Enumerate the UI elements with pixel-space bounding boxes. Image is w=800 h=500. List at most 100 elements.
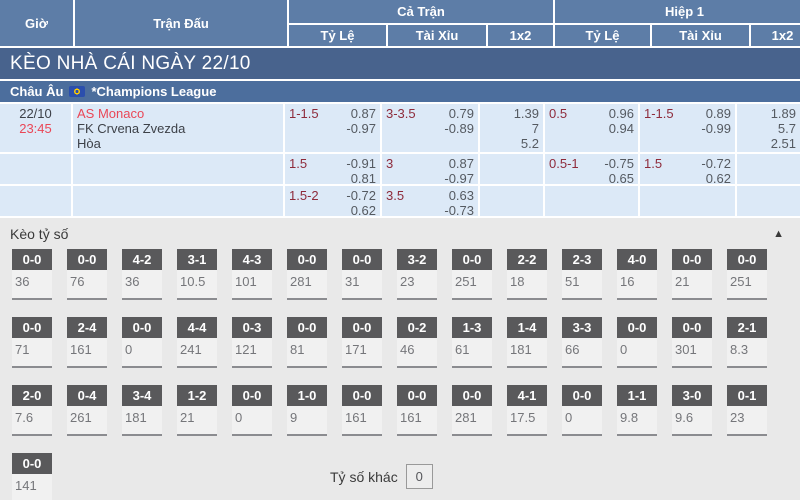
score-button[interactable]: 0-0 xyxy=(342,249,382,270)
score-button[interactable]: 0-2 xyxy=(397,317,437,338)
score-cell: 1-3 61 xyxy=(452,317,492,368)
odds-value: -0.75 xyxy=(604,156,634,171)
draw-label: Hòa xyxy=(77,136,101,151)
score-button[interactable]: 0-0 xyxy=(12,317,52,338)
handicap-line: 1-1.5 xyxy=(644,106,674,121)
score-cell: 3-2 23 xyxy=(397,249,437,300)
score-button[interactable]: 0-0 xyxy=(67,249,107,270)
score-button[interactable]: 1-0 xyxy=(287,385,327,406)
score-button[interactable]: 1-2 xyxy=(177,385,217,406)
score-button[interactable]: 0-1 xyxy=(727,385,767,406)
h1-1x2-cell[interactable] xyxy=(737,154,800,184)
h1-1x2-cell[interactable] xyxy=(737,186,800,216)
score-button[interactable]: 0-0 xyxy=(12,249,52,270)
score-button[interactable]: 2-1 xyxy=(727,317,767,338)
score-button[interactable]: 0-0 xyxy=(452,249,492,270)
odds-value: 0.81 xyxy=(350,171,376,184)
home-team[interactable]: AS Monaco xyxy=(77,106,145,121)
chevron-up-icon[interactable]: ▲ xyxy=(773,228,784,240)
score-button[interactable]: 3-3 xyxy=(562,317,602,338)
ft-over-under-cell[interactable]: 3.5 0.63 -0.73 xyxy=(382,186,480,216)
score-button[interactable]: 0-0 xyxy=(672,249,712,270)
score-cell: 3-4 181 xyxy=(122,385,162,436)
other-score-label: Tỷ số khác xyxy=(330,468,398,485)
score-row: 0-0 71 2-4 161 0-0 0 4-4 241 0-3 121 0-0 81 0-0 171 0-… xyxy=(0,317,800,368)
h1-over-under-cell[interactable] xyxy=(640,186,737,216)
score-odds: 0 xyxy=(617,338,657,368)
score-button[interactable]: 1-4 xyxy=(507,317,547,338)
score-odds: 0 xyxy=(232,406,272,436)
score-row: 2-0 7.6 0-4 261 3-4 181 1-2 21 0-0 0 1-0 9 0-0 161 0-0… xyxy=(0,385,800,436)
score-button[interactable]: 3-2 xyxy=(397,249,437,270)
ft-handicap-cell[interactable]: 1-1.5 0.87 -0.97 xyxy=(285,104,382,152)
score-button[interactable]: 0-3 xyxy=(232,317,272,338)
score-button[interactable]: 0-0 xyxy=(617,317,657,338)
score-button[interactable]: 4-4 xyxy=(177,317,217,338)
score-button[interactable]: 0-0 xyxy=(562,385,602,406)
score-cell: 4-0 16 xyxy=(617,249,657,300)
score-button[interactable]: 1-1 xyxy=(617,385,657,406)
score-button[interactable]: 0-0 xyxy=(287,317,327,338)
score-button[interactable]: 0-0 xyxy=(397,385,437,406)
score-button[interactable]: 0-0 xyxy=(672,317,712,338)
ft-1x2-cell[interactable]: 1.39 7 5.2 xyxy=(480,104,545,152)
score-button[interactable]: 2-2 xyxy=(507,249,547,270)
score-section-title: Kèo tỷ số xyxy=(10,226,69,242)
score-button[interactable]: 1-3 xyxy=(452,317,492,338)
match-date: 22/10 xyxy=(19,106,52,121)
league-name[interactable]: *Champions League xyxy=(91,84,217,99)
score-button[interactable]: 0-4 xyxy=(67,385,107,406)
odds-value: -0.72 xyxy=(346,188,376,203)
away-team[interactable]: FK Crvena Zvezda xyxy=(77,121,186,136)
score-odds: 10.5 xyxy=(177,270,217,300)
score-button[interactable]: 2-4 xyxy=(67,317,107,338)
odds-value: 0.89 xyxy=(705,106,731,121)
score-button[interactable]: 4-1 xyxy=(507,385,547,406)
score-odds: 31 xyxy=(342,270,382,300)
score-odds: 21 xyxy=(672,270,712,300)
score-button[interactable]: 0-0 xyxy=(232,385,272,406)
score-button[interactable]: 4-0 xyxy=(617,249,657,270)
odds-value: 1.39 xyxy=(513,106,539,121)
score-cell: 2-2 18 xyxy=(507,249,547,300)
score-button[interactable]: 4-3 xyxy=(232,249,272,270)
h1-handicap-cell[interactable]: 0.5-1 -0.75 0.65 xyxy=(545,154,640,184)
score-cell: 0-0 0 xyxy=(617,317,657,368)
score-button[interactable]: 0-0 xyxy=(287,249,327,270)
other-score-input[interactable]: 0 xyxy=(405,464,433,489)
h1-1x2-cell[interactable]: 1.89 5.7 2.51 xyxy=(737,104,800,152)
score-button[interactable]: 0-0 xyxy=(452,385,492,406)
score-button[interactable]: 2-0 xyxy=(12,385,52,406)
ft-over-under-cell[interactable]: 3-3.5 0.79 -0.89 xyxy=(382,104,480,152)
column-header-ft-1x2: 1x2 xyxy=(488,25,553,46)
ft-1x2-cell[interactable] xyxy=(480,186,545,216)
score-button[interactable]: 0-0 xyxy=(342,317,382,338)
score-button[interactable]: 0-0 xyxy=(122,317,162,338)
ft-handicap-cell[interactable]: 1.5 -0.91 0.81 xyxy=(285,154,382,184)
h1-over-under-cell[interactable]: 1.5 -0.72 0.62 xyxy=(640,154,737,184)
odds-row: 1.5-2 -0.72 0.62 3.5 0.63 -0.73 xyxy=(0,186,800,216)
score-button[interactable]: 0-0 xyxy=(12,453,52,474)
h1-handicap-cell[interactable] xyxy=(545,186,640,216)
score-cell: 0-0 0 xyxy=(562,385,602,436)
h1-over-under-cell[interactable]: 1-1.5 0.89 -0.99 xyxy=(640,104,737,152)
score-button[interactable]: 2-3 xyxy=(562,249,602,270)
score-button[interactable]: 0-0 xyxy=(727,249,767,270)
ft-1x2-cell[interactable] xyxy=(480,154,545,184)
score-button[interactable]: 0-0 xyxy=(342,385,382,406)
score-odds: 66 xyxy=(562,338,602,368)
score-odds: 23 xyxy=(397,270,437,300)
score-button[interactable]: 3-4 xyxy=(122,385,162,406)
odds-row: 1.5 -0.91 0.81 3 0.87 -0.97 0.5-1 -0.75 0.65 1.5 -… xyxy=(0,154,800,184)
score-button[interactable]: 3-0 xyxy=(672,385,712,406)
score-odds: 21 xyxy=(177,406,217,436)
score-button[interactable]: 4-2 xyxy=(122,249,162,270)
odds-value: 0.96 xyxy=(608,106,634,121)
score-cell: 0-0 281 xyxy=(452,385,492,436)
handicap-line: 3-3.5 xyxy=(386,106,416,121)
odds-value: -0.91 xyxy=(346,156,376,171)
ft-handicap-cell[interactable]: 1.5-2 -0.72 0.62 xyxy=(285,186,382,216)
score-button[interactable]: 3-1 xyxy=(177,249,217,270)
ft-over-under-cell[interactable]: 3 0.87 -0.97 xyxy=(382,154,480,184)
h1-handicap-cell[interactable]: 0.5 0.96 0.94 xyxy=(545,104,640,152)
